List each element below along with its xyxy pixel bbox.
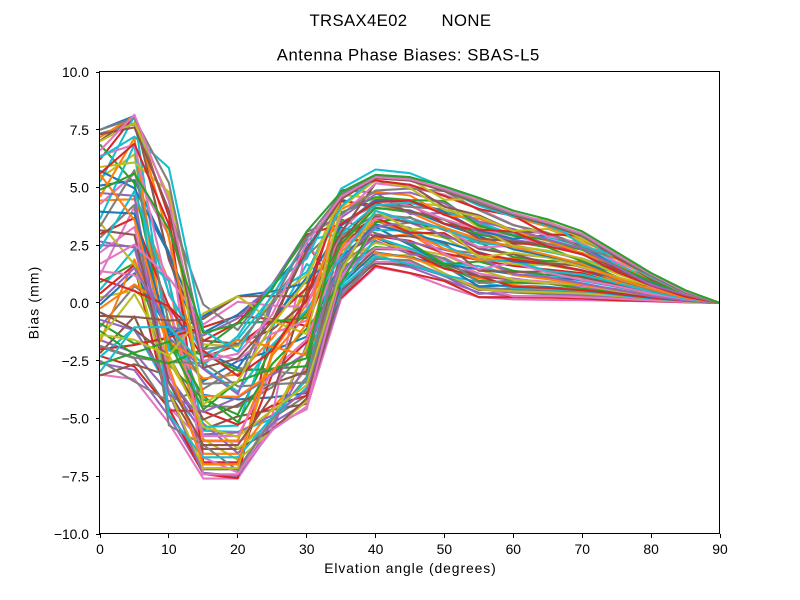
svg-text:20: 20 (230, 541, 246, 557)
svg-text:TRSAX4E02: TRSAX4E02 (310, 11, 408, 30)
svg-text:0: 0 (96, 541, 104, 557)
svg-text:30: 30 (299, 541, 315, 557)
svg-text:70: 70 (574, 541, 590, 557)
svg-text:80: 80 (643, 541, 659, 557)
svg-text:−2.5: −2.5 (62, 353, 90, 369)
svg-text:−5.0: −5.0 (62, 411, 90, 427)
svg-text:10: 10 (161, 541, 177, 557)
svg-text:NONE: NONE (442, 11, 492, 30)
svg-text:90: 90 (712, 541, 728, 557)
svg-text:Antenna Phase Biases: SBAS-L5: Antenna Phase Biases: SBAS-L5 (277, 46, 540, 65)
svg-text:2.5: 2.5 (70, 237, 90, 253)
svg-text:50: 50 (437, 541, 453, 557)
svg-text:7.5: 7.5 (70, 122, 90, 138)
svg-text:5.0: 5.0 (70, 180, 90, 196)
svg-text:−10.0: −10.0 (54, 526, 89, 542)
svg-text:60: 60 (506, 541, 522, 557)
svg-text:0.0: 0.0 (70, 295, 90, 311)
svg-text:Elvation angle (degrees): Elvation angle (degrees) (324, 560, 496, 576)
svg-text:Bias (mm): Bias (mm) (26, 267, 42, 340)
svg-text:−7.5: −7.5 (62, 468, 90, 484)
svg-text:40: 40 (368, 541, 384, 557)
svg-text:10.0: 10.0 (62, 64, 89, 80)
